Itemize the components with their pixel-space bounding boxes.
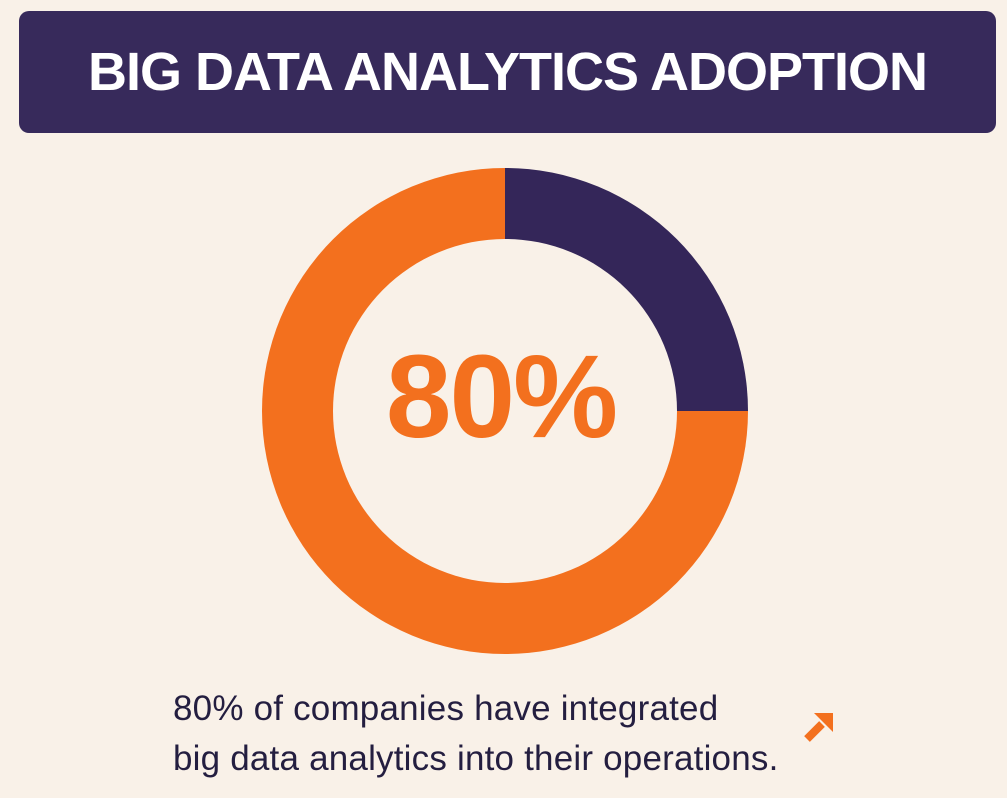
- donut-chart: 80%: [262, 168, 748, 654]
- title-banner: BIG DATA ANALYTICS ADOPTION: [19, 11, 996, 133]
- page-title: BIG DATA ANALYTICS ADOPTION: [87, 42, 928, 102]
- donut-center-label: 80%: [385, 331, 618, 463]
- arrow-up-right-icon: [800, 708, 838, 746]
- arrow-up-right-svg: [804, 713, 833, 742]
- caption-line-2: big data analytics into their operations…: [173, 739, 779, 778]
- caption-line-1: 80% of companies have integrated: [173, 689, 719, 728]
- caption: 80% of companies have integrated big dat…: [173, 684, 779, 784]
- donut-hole: 80%: [333, 239, 677, 583]
